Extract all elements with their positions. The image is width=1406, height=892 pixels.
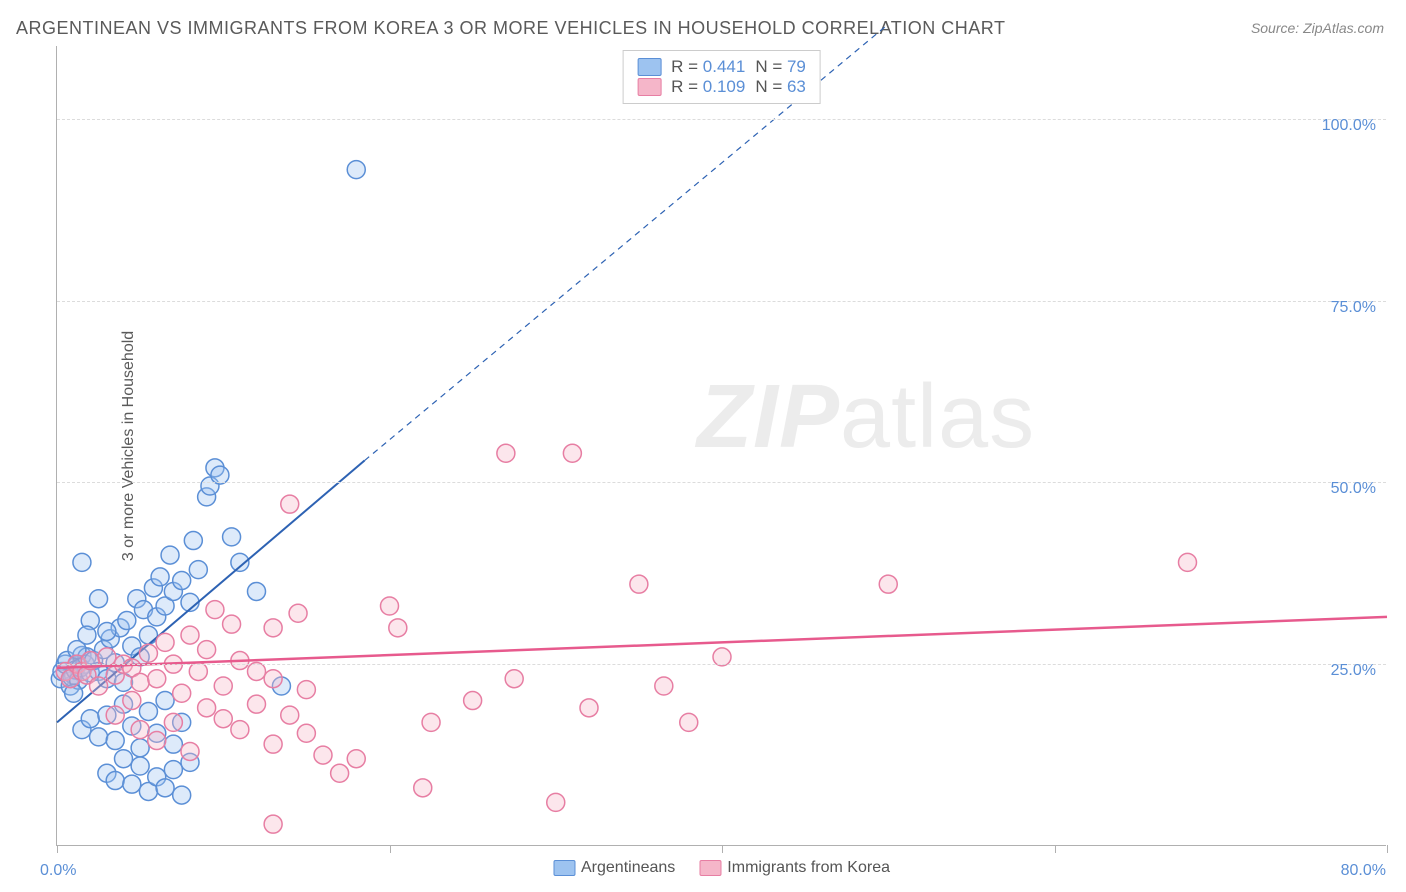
data-point	[131, 757, 149, 775]
data-point	[580, 699, 598, 717]
data-point	[156, 633, 174, 651]
data-point	[189, 561, 207, 579]
data-point	[123, 692, 141, 710]
data-point	[297, 724, 315, 742]
data-point	[297, 681, 315, 699]
y-tick-label: 25.0%	[1331, 662, 1376, 680]
data-point	[1179, 553, 1197, 571]
data-point	[90, 590, 108, 608]
legend-row-argentineans: R = 0.441 N = 79	[637, 57, 806, 77]
data-point	[422, 713, 440, 731]
data-point	[181, 742, 199, 760]
data-point	[223, 615, 241, 633]
x-axis-max-label: 80.0%	[1341, 862, 1386, 880]
chart-title: ARGENTINEAN VS IMMIGRANTS FROM KOREA 3 O…	[16, 18, 1005, 39]
data-point	[680, 713, 698, 731]
y-tick-label: 50.0%	[1331, 480, 1376, 498]
data-point	[106, 706, 124, 724]
data-point	[381, 597, 399, 615]
data-point	[164, 761, 182, 779]
data-point	[73, 553, 91, 571]
data-point	[106, 732, 124, 750]
data-point	[464, 692, 482, 710]
legend-item-korea: Immigrants from Korea	[699, 859, 890, 877]
legend-swatch-pink	[637, 78, 661, 96]
data-point	[264, 735, 282, 753]
data-point	[389, 619, 407, 637]
data-point	[289, 604, 307, 622]
data-point	[151, 568, 169, 586]
scatter-svg	[57, 46, 1387, 846]
data-point	[164, 713, 182, 731]
data-point	[497, 444, 515, 462]
data-point	[505, 670, 523, 688]
data-point	[90, 728, 108, 746]
data-point	[347, 161, 365, 179]
data-point	[98, 622, 116, 640]
data-point	[414, 779, 432, 797]
data-point	[231, 721, 249, 739]
plot-area: ZIPatlas R = 0.441 N = 79 R = 0.109 N = …	[56, 46, 1386, 846]
data-point	[106, 772, 124, 790]
data-point	[248, 695, 266, 713]
data-point	[118, 612, 136, 630]
correlation-legend: R = 0.441 N = 79 R = 0.109 N = 63	[622, 50, 821, 104]
data-point	[131, 673, 149, 691]
y-tick-label: 100.0%	[1322, 117, 1376, 135]
data-point	[78, 626, 96, 644]
data-point	[156, 779, 174, 797]
y-tick-label: 75.0%	[1331, 299, 1376, 317]
data-point	[879, 575, 897, 593]
data-point	[139, 644, 157, 662]
data-point	[223, 528, 241, 546]
data-point	[173, 572, 191, 590]
data-point	[184, 532, 202, 550]
data-point	[264, 670, 282, 688]
data-point	[148, 732, 166, 750]
data-point	[206, 601, 224, 619]
data-point	[314, 746, 332, 764]
data-point	[347, 750, 365, 768]
data-point	[264, 619, 282, 637]
data-point	[81, 710, 99, 728]
data-point	[90, 677, 108, 695]
data-point	[173, 786, 191, 804]
data-point	[248, 582, 266, 600]
legend-row-korea: R = 0.109 N = 63	[637, 77, 806, 97]
data-point	[655, 677, 673, 695]
legend-swatch-blue	[637, 58, 661, 76]
data-point	[173, 684, 191, 702]
data-point	[547, 793, 565, 811]
data-point	[148, 670, 166, 688]
data-point	[563, 444, 581, 462]
data-point	[131, 739, 149, 757]
data-point	[156, 692, 174, 710]
data-point	[331, 764, 349, 782]
data-point	[131, 721, 149, 739]
data-point	[139, 702, 157, 720]
data-point	[139, 626, 157, 644]
data-point	[281, 495, 299, 513]
data-point	[630, 575, 648, 593]
data-point	[181, 626, 199, 644]
data-point	[198, 641, 216, 659]
data-point	[198, 699, 216, 717]
data-point	[123, 775, 141, 793]
data-point	[164, 735, 182, 753]
legend-swatch-blue-icon	[553, 860, 575, 876]
data-point	[214, 710, 232, 728]
data-point	[264, 815, 282, 833]
source-attribution: Source: ZipAtlas.com	[1251, 20, 1384, 36]
data-point	[161, 546, 179, 564]
data-point	[281, 706, 299, 724]
series-legend: Argentineans Immigrants from Korea	[553, 859, 890, 877]
data-point	[214, 677, 232, 695]
legend-item-argentineans: Argentineans	[553, 859, 675, 877]
legend-swatch-pink-icon	[699, 860, 721, 876]
data-point	[115, 750, 133, 768]
x-axis-min-label: 0.0%	[40, 862, 76, 880]
